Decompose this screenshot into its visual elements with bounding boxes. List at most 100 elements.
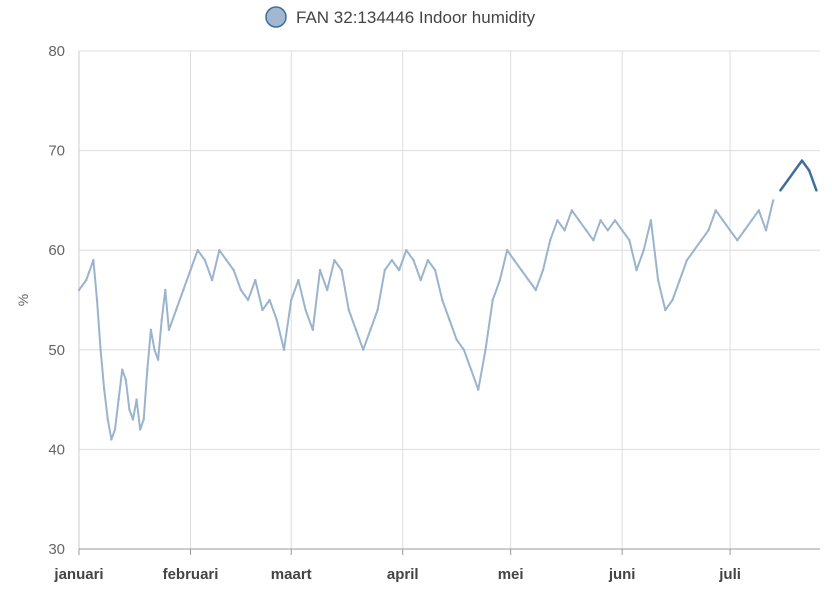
data-point [354,328,358,332]
x-tick-label: april [387,566,419,583]
data-point [736,239,739,242]
data-point [556,219,559,222]
data-point [160,318,163,322]
data-point [772,199,775,202]
data-point [628,239,631,242]
legend-label[interactable]: FAN 32:134446 Indoor humidity [296,8,536,27]
data-point [290,298,293,302]
data-point [800,159,804,162]
data-point [584,229,588,232]
data-point [189,268,192,272]
y-tick-label: 30 [48,541,65,558]
series-line [78,200,775,441]
data-point [620,229,624,232]
data-point [261,308,264,312]
data-point [455,338,458,342]
data-point [156,358,160,361]
data-point [167,328,171,332]
data-point [678,278,681,282]
data-point [203,258,207,262]
data-point [599,219,602,222]
data-point [275,318,279,322]
data-point [153,348,156,351]
data-point [84,278,88,282]
grid-layer [78,50,820,550]
data-point [218,249,221,252]
data-point [728,229,732,232]
data-point [462,348,466,351]
data-point [318,268,322,272]
data-point [369,328,372,332]
data-point [606,229,609,232]
data-point [541,268,545,272]
data-point [484,348,487,351]
data-point [149,328,153,332]
legend-marker-icon[interactable] [265,6,287,28]
x-tick-label: februari [163,566,219,583]
data-point [117,398,120,401]
data-point [808,169,811,172]
data-point [721,219,725,222]
data-point [99,348,102,351]
data-point [714,209,717,212]
data-point [815,189,818,192]
data-point [268,298,271,302]
data-point [164,288,167,292]
data-point [613,219,617,222]
series-line-highlight [779,159,818,192]
data-point [592,239,595,242]
data-point [239,288,243,292]
data-point [577,219,581,222]
data-point [361,348,365,351]
data-point [757,209,761,212]
data-point [477,388,480,391]
y-tick-label: 80 [48,43,65,60]
data-point [642,249,645,252]
y-tick-label: 60 [48,242,65,259]
legend[interactable]: FAN 32:134446 Indoor humidity [265,6,536,28]
data-point [549,239,552,242]
data-point [376,308,379,312]
data-point [196,249,199,252]
data-point [448,318,451,322]
data-point [498,278,502,282]
data-point [246,298,250,302]
data-point [124,378,127,381]
data-point [210,278,214,282]
data-point [793,169,797,172]
axis-layer: 30 40 50 60 70 80 januari februari maart april mei… [48,43,820,583]
y-tick-label: 40 [48,441,65,458]
data-point [743,229,746,232]
data-point [656,278,660,282]
data-point [95,298,99,302]
data-point [113,428,117,431]
data-point [282,348,286,351]
data-point [405,249,408,252]
data-point [469,368,473,371]
data-point [254,278,257,282]
data-point [505,249,509,252]
data-point [174,308,178,312]
x-tick-label: juni [608,566,636,583]
data-point [441,298,444,302]
data-point [520,268,523,272]
data-point [120,368,124,371]
data-point [135,398,138,401]
data-point [671,298,674,302]
data-point [750,219,753,222]
data-point [649,219,653,222]
x-tick-label: mei [498,566,524,583]
data-point [635,268,638,272]
data-point [333,258,336,262]
data-point [182,288,185,292]
data-point [110,438,113,441]
data-point [225,258,228,262]
data-point [340,268,343,272]
y-tick-label: 50 [48,342,65,359]
data-point [700,239,703,242]
x-tick-label: juli [718,566,741,583]
data-point [102,388,106,391]
data-point [106,418,109,421]
data-point [146,368,149,371]
